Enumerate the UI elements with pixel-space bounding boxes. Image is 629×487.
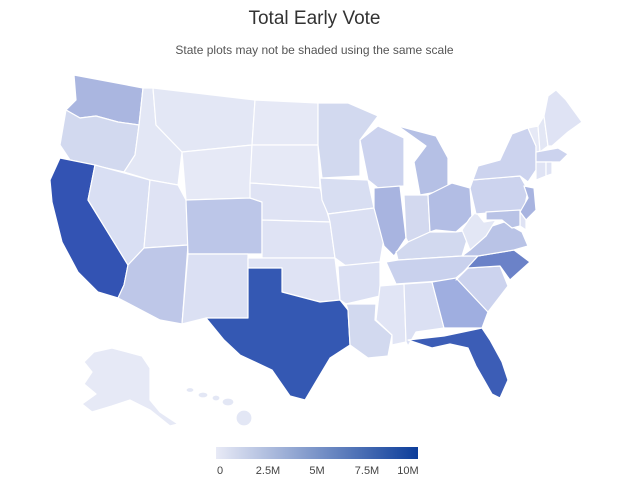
legend-tick: 7.5M bbox=[354, 465, 380, 477]
state-MN[interactable] bbox=[317, 102, 379, 179]
state-PA[interactable] bbox=[469, 175, 529, 215]
state-CT[interactable] bbox=[535, 161, 547, 181]
legend-tick: 2.5M bbox=[255, 465, 281, 477]
legend-tick-labels: 0 2.5M 5M 7.5M 10M bbox=[216, 465, 419, 481]
state-MI[interactable] bbox=[397, 125, 449, 196]
state-ME[interactable] bbox=[543, 89, 583, 147]
state-MO[interactable] bbox=[327, 207, 385, 267]
state-ND[interactable] bbox=[251, 99, 319, 146]
state-AR[interactable] bbox=[337, 261, 381, 305]
state-IL[interactable] bbox=[373, 185, 407, 257]
state-FL[interactable] bbox=[407, 327, 509, 399]
state-NM[interactable] bbox=[181, 253, 249, 325]
state-NE[interactable] bbox=[249, 182, 331, 223]
state-WI[interactable] bbox=[359, 125, 405, 189]
state-LA[interactable] bbox=[345, 303, 393, 359]
map-title: Total Early Vote bbox=[248, 8, 381, 29]
state-UT[interactable] bbox=[143, 179, 189, 249]
state-TX[interactable] bbox=[205, 267, 351, 401]
legend-tick: 5M bbox=[309, 465, 325, 477]
state-HI[interactable] bbox=[185, 386, 253, 427]
legend-tick: 0 bbox=[216, 465, 224, 477]
state-WY[interactable] bbox=[181, 144, 253, 201]
state-KS[interactable] bbox=[261, 219, 336, 259]
state-MD[interactable] bbox=[485, 209, 521, 229]
state-AZ[interactable] bbox=[117, 244, 189, 325]
map-subtitle: State plots may not be shaded using the … bbox=[175, 43, 454, 57]
state-SD[interactable] bbox=[249, 144, 321, 189]
color-legend: 0 2.5M 5M 7.5M 10M bbox=[216, 447, 419, 481]
state-WV[interactable] bbox=[461, 211, 497, 251]
state-RI[interactable] bbox=[545, 161, 553, 177]
state-CO[interactable] bbox=[185, 197, 263, 255]
legend-gradient-bar bbox=[216, 447, 418, 459]
state-AK[interactable] bbox=[81, 347, 179, 427]
legend-tick: 10M bbox=[397, 465, 419, 477]
state-GA[interactable] bbox=[431, 277, 489, 329]
